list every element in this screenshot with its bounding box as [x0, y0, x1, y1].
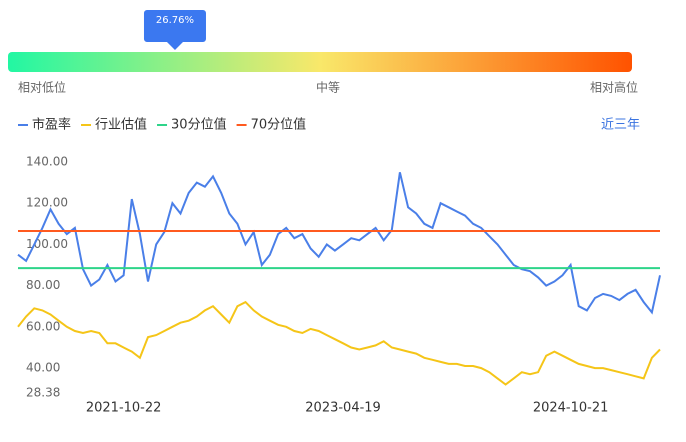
- x-tick-label: 2023-04-19: [305, 401, 381, 416]
- x-tick-label: 2024-10-21: [533, 401, 609, 416]
- y-tick-label: 140.00: [26, 155, 68, 169]
- series-line: [17, 300, 661, 386]
- legend-label: 行业估值: [95, 117, 147, 133]
- legend-label: 市盈率: [32, 117, 71, 133]
- gauge-high: 相对高位: [590, 80, 638, 95]
- y-tick-label: 28.38: [26, 386, 60, 400]
- gauge-value: 26.76%: [156, 15, 194, 26]
- y-tick-label: 80.00: [26, 278, 60, 292]
- y-tick-label: 40.00: [26, 361, 60, 375]
- gauge-mid: 中等: [316, 80, 340, 95]
- x-tick-label: 2021-10-22: [86, 401, 162, 416]
- series-line: [17, 172, 661, 315]
- y-tick-label: 60.00: [26, 319, 60, 333]
- y-tick-label: 120.00: [26, 196, 68, 210]
- gauge-bar: [8, 52, 632, 72]
- gauge-low: 相对低位: [18, 80, 66, 95]
- legend-label: 70分位值: [251, 117, 307, 133]
- range-link[interactable]: 近三年: [601, 118, 640, 133]
- gauge-pointer: [143, 10, 206, 50]
- legend-label: 30分位值: [171, 117, 227, 133]
